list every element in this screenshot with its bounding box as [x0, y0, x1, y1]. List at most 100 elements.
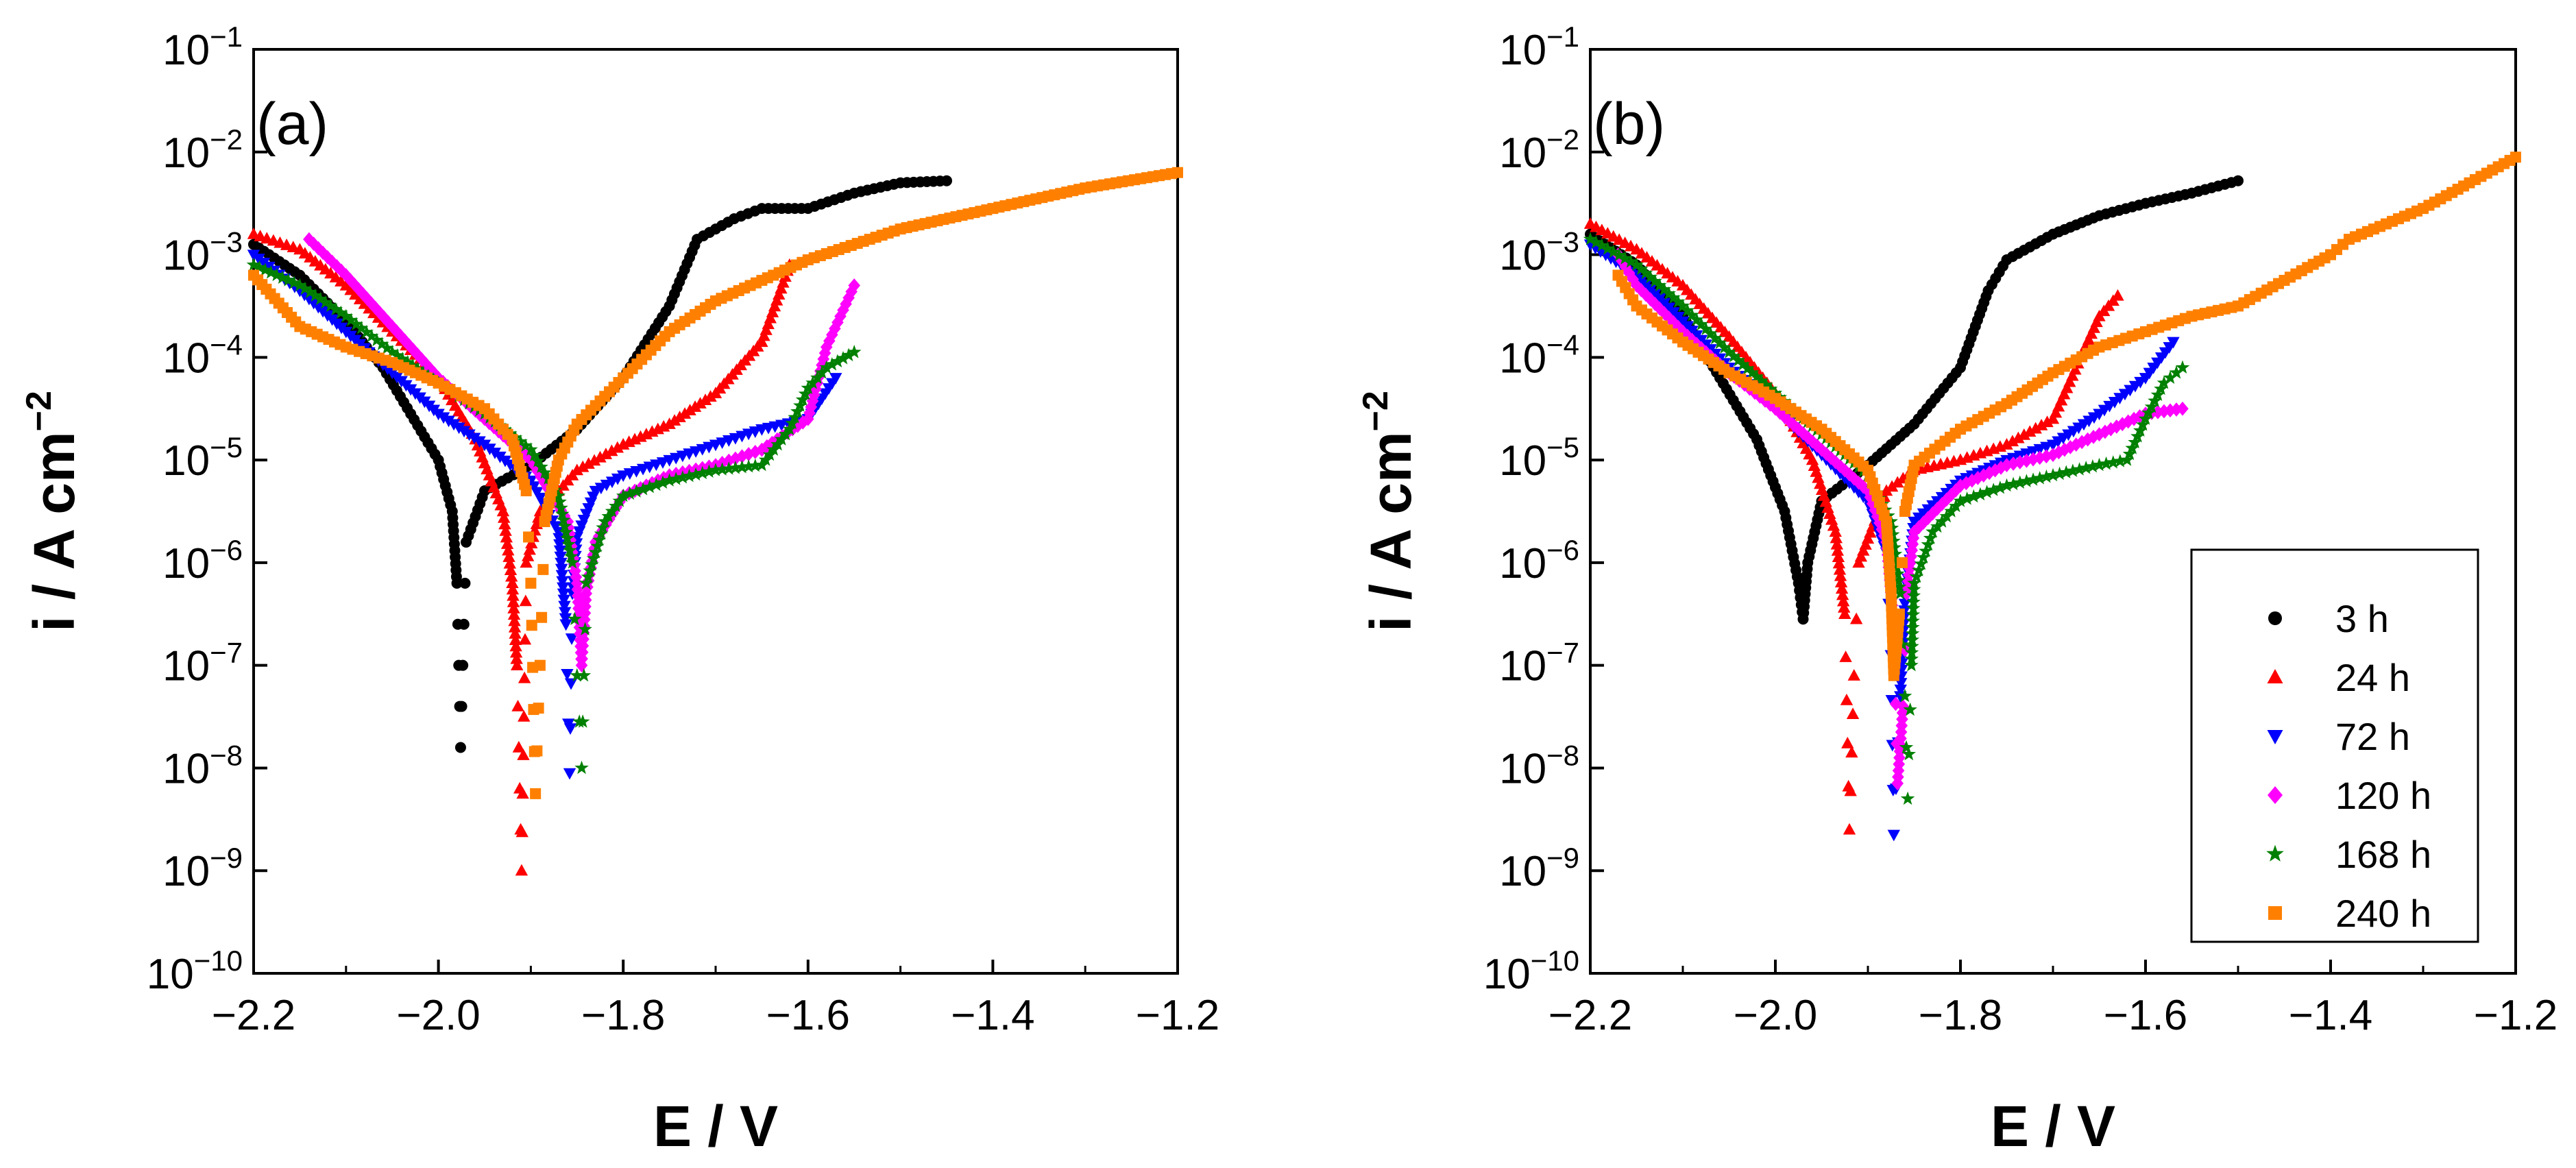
data-point: [1618, 251, 1632, 265]
data-point: [380, 341, 394, 354]
data-point: [2072, 462, 2087, 476]
data-point: [2167, 337, 2180, 349]
data-point: [565, 555, 580, 569]
data-point: [2130, 429, 2145, 443]
data-point: [557, 594, 570, 607]
data-point: [1840, 693, 1854, 705]
data-point: [574, 760, 589, 775]
data-point: [1834, 569, 1847, 581]
data-point: [456, 701, 467, 712]
data-point: [258, 263, 273, 276]
data-point: [523, 543, 536, 555]
data-point: [1888, 553, 1904, 567]
data-point: [587, 454, 601, 466]
data-point: [673, 411, 686, 422]
legend-label: 3 h: [2335, 597, 2389, 640]
data-point: [1906, 588, 1921, 602]
data-point: [2054, 393, 2068, 406]
y-tick-label: 10−5: [162, 431, 243, 485]
data-point: [748, 458, 762, 472]
series-3h: [248, 175, 952, 753]
data-point: [1949, 498, 1963, 513]
data-point: [1832, 557, 1846, 569]
data-point: [563, 723, 577, 735]
data-point: [581, 570, 596, 583]
data-point: [2154, 381, 2168, 396]
data-point: [1897, 699, 1910, 714]
data-point: [1898, 598, 1912, 611]
data-point: [328, 302, 343, 316]
data-point: [518, 438, 533, 452]
data-point: [564, 549, 579, 563]
data-point: [1844, 784, 1857, 796]
data-point: [390, 348, 404, 362]
legend-marker: [2268, 786, 2283, 804]
data-point: [1606, 245, 1620, 258]
data-point: [2135, 417, 2150, 431]
data-point: [2119, 452, 2135, 466]
data-point: [318, 295, 333, 309]
data-point: [2017, 428, 2031, 440]
data-point: [793, 398, 807, 412]
data-point: [2144, 399, 2159, 413]
data-point: [563, 768, 576, 780]
data-point: [611, 441, 624, 453]
data-point: [563, 526, 576, 542]
data-point: [2034, 418, 2048, 430]
y-tick-label: 10−3: [1499, 226, 1579, 280]
panel-b: −2.2 −2.0 −1.8 −1.6 −1.4 −1.2 10−10 10−9 10−8 10−…: [1356, 21, 2557, 1158]
data-point: [585, 557, 599, 571]
data-point: [823, 333, 836, 348]
y-tick-label: 10−2: [1499, 123, 1579, 177]
data-point: [334, 305, 348, 319]
data-point: [1623, 266, 1636, 280]
data-point: [2006, 435, 2019, 447]
data-point: [467, 433, 481, 445]
data-point: [847, 345, 862, 358]
data-point: [2078, 461, 2093, 474]
data-point: [1838, 600, 1851, 613]
data-point: [2106, 455, 2120, 469]
data-point: [663, 417, 676, 429]
data-point: [1694, 317, 1709, 331]
data-point: [848, 278, 860, 293]
data-point: [516, 787, 529, 799]
data-point: [507, 608, 521, 620]
data-point: [768, 300, 781, 312]
data-point: [512, 740, 526, 753]
data-point: [1906, 582, 1921, 596]
data-point: [1888, 546, 1903, 561]
data-point: [559, 613, 572, 625]
data-point: [534, 459, 548, 474]
data-point: [395, 352, 410, 365]
data-point: [1838, 607, 1851, 619]
data-point: [1841, 736, 1854, 749]
data-point: [586, 551, 601, 565]
data-point: [556, 513, 571, 526]
data-point: [715, 462, 729, 476]
data-point: [1864, 526, 1877, 538]
x-tick-label: −1.4: [2289, 992, 2372, 1039]
data-point: [825, 357, 840, 371]
data-point: [437, 412, 450, 424]
data-point: [798, 387, 813, 400]
data-point: [1722, 345, 1736, 358]
data-point: [599, 448, 613, 459]
data-point: [530, 788, 542, 799]
data-point: [1894, 684, 1907, 696]
data-area: [246, 167, 1183, 876]
data-point: [561, 537, 576, 551]
data-point: [2065, 463, 2080, 477]
data-point: [502, 550, 515, 562]
data-point: [2007, 457, 2019, 471]
data-point: [775, 282, 788, 294]
legend: 3 h 24 h 72 h 120 h 168 h 240 h: [2190, 548, 2479, 943]
data-point: [424, 361, 437, 376]
data-point: [1859, 538, 1872, 550]
data-point: [2233, 175, 2244, 186]
data-point: [361, 291, 374, 306]
data-point: [534, 659, 546, 671]
x-tick-label: −2.0: [396, 992, 480, 1039]
data-point: [1921, 537, 1935, 551]
x-tick-label: −1.8: [581, 992, 665, 1039]
